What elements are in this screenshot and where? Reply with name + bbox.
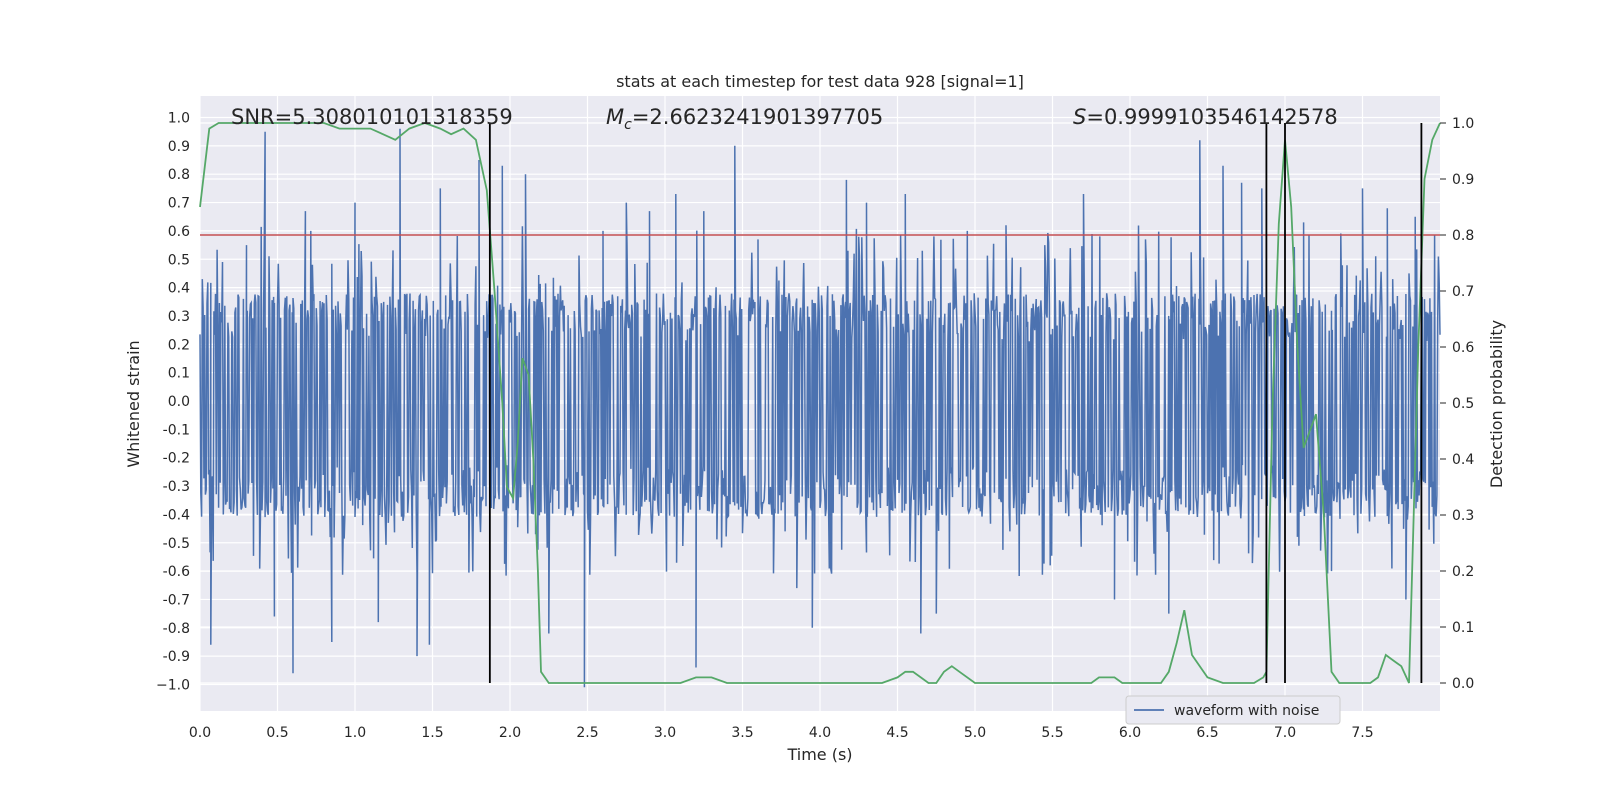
y-tick-label: 0.1 bbox=[168, 366, 190, 382]
x-tick-label: 1.0 bbox=[344, 725, 366, 741]
x-axis-label: Time (s) bbox=[786, 745, 852, 764]
score-annotation: S=0.9999103546142578 bbox=[1073, 105, 1338, 129]
chirp-mass-annotation: Mc=2.6623241901397705 bbox=[606, 105, 883, 133]
y-tick-label: 0.8 bbox=[168, 167, 190, 183]
y-tick-label: 0.9 bbox=[168, 139, 190, 155]
x-tick-label: 4.5 bbox=[886, 725, 908, 741]
chart-title: stats at each timestep for test data 928… bbox=[616, 72, 1024, 91]
y2-tick-label: 0.7 bbox=[1452, 284, 1474, 300]
y-tick-label: 0.3 bbox=[168, 309, 190, 325]
y2-tick-label: 0.8 bbox=[1452, 228, 1474, 244]
y2-tick-label: 0.1 bbox=[1452, 620, 1474, 636]
x-axis-ticks: 0.0 0.5 1.0 1.5 2.0 2.5 3.0 3.5 4.0 4.5 5.0 5.5 6.0 6… bbox=[189, 725, 1374, 741]
y2-tick-label: 0.6 bbox=[1452, 340, 1474, 356]
x-tick-label: 0.5 bbox=[266, 725, 288, 741]
x-tick-label: 4.0 bbox=[809, 725, 831, 741]
y-tick-label: -0.5 bbox=[163, 536, 190, 552]
x-tick-label: 0.0 bbox=[189, 725, 211, 741]
y-axis-ticks: 1.0 0.9 0.8 0.7 0.6 0.5 0.4 0.3 0.2 0.1 0.0 -0.1 -0.… bbox=[156, 111, 190, 694]
probability-line bbox=[199, 122, 1441, 684]
y-tick-label: 0.7 bbox=[168, 196, 190, 212]
y-tick-label: 0.5 bbox=[168, 252, 190, 268]
x-tick-label: 5.0 bbox=[964, 725, 986, 741]
y-tick-label: 1.0 bbox=[168, 111, 190, 127]
x-tick-label: 3.5 bbox=[731, 725, 753, 741]
y2-tick-label: 0.5 bbox=[1452, 396, 1474, 412]
y-axis-label: Whitened strain bbox=[124, 340, 143, 467]
waveform-line bbox=[199, 128, 1441, 688]
y2-tick-label: 1.0 bbox=[1452, 116, 1474, 132]
legend: waveform with noise bbox=[1125, 695, 1341, 725]
y-tick-label: -0.7 bbox=[163, 592, 190, 608]
x-tick-label: 5.5 bbox=[1041, 725, 1063, 741]
y2-tick-label: 0.4 bbox=[1452, 452, 1474, 468]
y2-tick-label: 0.3 bbox=[1452, 508, 1474, 524]
y-tick-label: −1.0 bbox=[156, 678, 190, 694]
y-tick-label: -0.1 bbox=[163, 422, 190, 438]
y-tick-label: 0.0 bbox=[168, 394, 190, 410]
y-tick-label: -0.6 bbox=[163, 564, 190, 580]
vertical-markers bbox=[488, 123, 1423, 683]
x-tick-label: 7.5 bbox=[1351, 725, 1373, 741]
x-tick-label: 2.5 bbox=[576, 725, 598, 741]
snr-annotation: SNR=5.308010101318359 bbox=[231, 105, 513, 129]
x-tick-label: 6.5 bbox=[1196, 725, 1218, 741]
legend-box bbox=[1125, 695, 1341, 725]
y2-axis-ticks: 1.0 0.9 0.8 0.7 0.6 0.5 0.4 0.3 0.2 0.1 0.0 bbox=[1440, 116, 1474, 692]
y2-tick-label: 0.0 bbox=[1452, 676, 1474, 692]
legend-label: waveform with noise bbox=[1174, 703, 1319, 719]
y-tick-label: -0.3 bbox=[163, 479, 190, 495]
x-tick-label: 6.0 bbox=[1119, 725, 1141, 741]
x-tick-label: 7.0 bbox=[1274, 725, 1296, 741]
y-tick-label: 0.6 bbox=[168, 224, 190, 240]
x-tick-label: 2.0 bbox=[499, 725, 521, 741]
y-tick-label: 0.4 bbox=[168, 281, 190, 297]
y2-tick-label: 0.2 bbox=[1452, 564, 1474, 580]
y-tick-label: -0.2 bbox=[163, 451, 190, 467]
y-tick-label: 0.2 bbox=[168, 337, 190, 353]
detection-probability-series bbox=[199, 122, 1441, 684]
y2-tick-label: 0.9 bbox=[1452, 172, 1474, 188]
y2-axis-label: Detection probability bbox=[1487, 320, 1506, 488]
y-tick-label: -0.8 bbox=[163, 621, 190, 637]
x-tick-label: 1.5 bbox=[421, 725, 443, 741]
y-tick-label: -0.4 bbox=[163, 507, 190, 523]
x-tick-label: 3.0 bbox=[654, 725, 676, 741]
waveform-series bbox=[199, 128, 1441, 688]
y-tick-label: -0.9 bbox=[163, 649, 190, 665]
